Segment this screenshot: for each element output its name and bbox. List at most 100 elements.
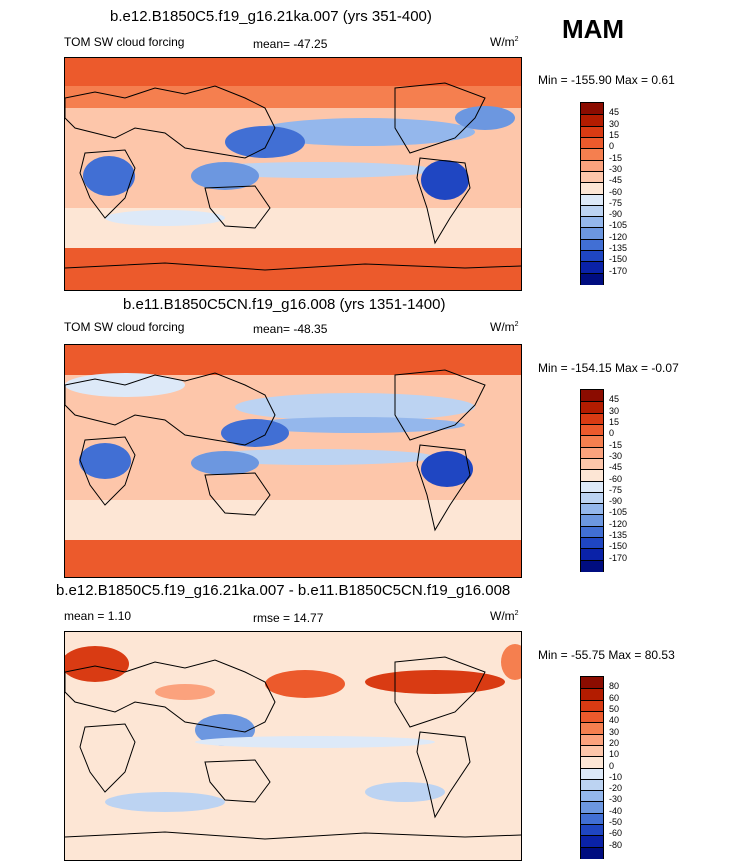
colorbar-tick-label: -45	[609, 462, 623, 473]
arctic-band	[65, 58, 521, 86]
colorbar-separator	[581, 261, 603, 263]
colorbar-swatch	[581, 790, 603, 802]
colorbar-separator	[581, 272, 603, 274]
colorbar-swatch	[581, 114, 603, 127]
colorbar-swatch	[581, 824, 603, 836]
colorbar-swatch	[581, 136, 603, 149]
colorbar-tick-label: 30	[609, 405, 620, 416]
colorbar-separator	[581, 756, 603, 758]
colorbar-tick-label: 0	[609, 760, 615, 771]
panel-3-map-field	[65, 632, 521, 860]
colorbar-swatch	[581, 261, 603, 274]
maritime-continent-cloud	[191, 451, 259, 475]
colorbar-separator	[581, 227, 603, 229]
colorbar-tick-label: -170	[609, 552, 628, 563]
south-indian-cloud	[105, 210, 225, 226]
colorbar-separator	[581, 238, 603, 240]
colorbar-tick-label: -105	[609, 220, 628, 231]
colorbar-separator	[581, 401, 603, 403]
panel-3-mean: mean = 1.10	[64, 609, 132, 623]
colorbar-tick-label: 30	[609, 118, 620, 129]
colorbar-separator	[581, 114, 603, 116]
colorbar-tick-label: -15	[609, 152, 623, 163]
colorbar-separator	[581, 491, 603, 493]
colorbar-tick-label: 15	[609, 129, 620, 140]
colorbar-swatch	[581, 272, 603, 285]
panel-2-units: W/m2	[490, 320, 519, 334]
colorbar-separator	[581, 125, 603, 127]
colorbar-swatch	[581, 722, 603, 735]
africa-coastline	[79, 723, 136, 793]
colorbar-separator	[581, 790, 603, 792]
panel-3-colorbar	[580, 676, 604, 859]
colorbar-separator	[581, 710, 603, 712]
north-america-coastline	[394, 369, 486, 441]
colorbar-tick-label: -135	[609, 243, 628, 254]
colorbar-tick-label: 0	[609, 141, 615, 152]
asia-positive-anomaly	[155, 684, 215, 700]
panel-1-map-field	[65, 58, 521, 290]
colorbar-swatch	[581, 559, 603, 572]
colorbar-separator	[581, 778, 603, 780]
colorbar-swatch	[581, 699, 603, 712]
colorbar-swatch	[581, 125, 603, 138]
africa-cloud	[83, 156, 135, 196]
colorbar-tick-label: 50	[609, 703, 620, 714]
north-pacific-cloud	[255, 118, 475, 146]
panel-3-map	[64, 631, 522, 861]
australia-coastline	[204, 185, 271, 229]
panel-1-units: W/m2	[490, 35, 519, 49]
north-pacific-positive-anomaly	[265, 670, 345, 698]
panel-1-title: b.e12.B1850C5.f19_g16.21ka.007 (yrs 351-…	[110, 8, 432, 25]
panel-1-map	[64, 57, 522, 291]
colorbar-swatch	[581, 548, 603, 561]
colorbar-swatch	[581, 710, 603, 723]
itcz-negative-anomaly	[195, 736, 435, 748]
east-positive-anomaly	[501, 644, 521, 680]
colorbar-swatch	[581, 525, 603, 538]
antarctica-coastline	[65, 262, 521, 271]
colorbar-separator	[581, 480, 603, 482]
south-indian-negative-anomaly	[105, 792, 225, 812]
colorbar-separator	[581, 423, 603, 425]
colorbar-swatch	[581, 250, 603, 262]
antarctica-coastline	[65, 831, 521, 840]
panel-2-map-field	[65, 345, 521, 577]
colorbar-swatch	[581, 503, 603, 515]
colorbar-swatch	[581, 423, 603, 436]
colorbar-separator	[581, 193, 603, 195]
colorbar-separator	[581, 136, 603, 138]
colorbar-separator	[581, 537, 603, 539]
colorbar-swatch	[581, 182, 603, 194]
colorbar-separator	[581, 250, 603, 252]
colorbar-tick-label: 45	[609, 107, 620, 118]
colorbar-tick-label: -40	[609, 805, 623, 816]
colorbar-tick-label: -90	[609, 496, 623, 507]
north-pacific-cloud	[235, 393, 475, 421]
colorbar-tick-label: 80	[609, 681, 620, 692]
europe-positive-anomaly	[65, 646, 129, 682]
colorbar-swatch	[581, 812, 603, 825]
colorbar-tick-label: -45	[609, 175, 623, 186]
panel-1-colorbar	[580, 102, 604, 285]
colorbar-separator	[581, 835, 603, 837]
colorbar-swatch	[581, 204, 603, 217]
colorbar-tick-label: 30	[609, 726, 620, 737]
colorbar-tick-label: -170	[609, 265, 628, 276]
panel-2-mean: mean= -48.35	[253, 322, 328, 336]
colorbar-separator	[581, 744, 603, 746]
antarctic-band	[65, 248, 521, 290]
colorbar-separator	[581, 170, 603, 172]
colorbar-tick-label: 20	[609, 737, 620, 748]
colorbar-separator	[581, 159, 603, 161]
antarctic-band	[65, 540, 521, 577]
colorbar-separator	[581, 801, 603, 803]
colorbar-separator	[581, 767, 603, 769]
colorbar-separator	[581, 469, 603, 471]
maritime-continent-cloud	[191, 162, 259, 190]
colorbar-tick-label: -80	[609, 839, 623, 850]
colorbar-tick-label: -30	[609, 450, 623, 461]
colorbar-separator	[581, 812, 603, 814]
colorbar-tick-label: -60	[609, 473, 623, 484]
colorbar-tick-label: -15	[609, 439, 623, 450]
